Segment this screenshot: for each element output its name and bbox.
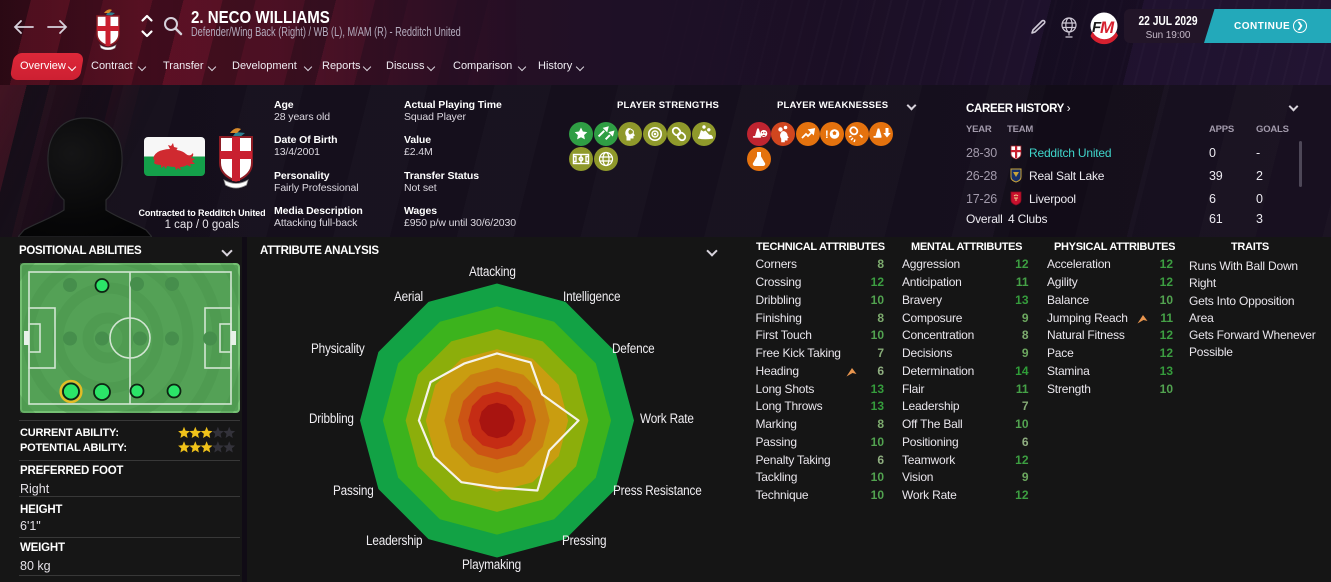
svg-text:!: ! xyxy=(825,129,829,141)
svg-text:M: M xyxy=(1100,18,1115,37)
svg-text:F: F xyxy=(1092,19,1102,36)
